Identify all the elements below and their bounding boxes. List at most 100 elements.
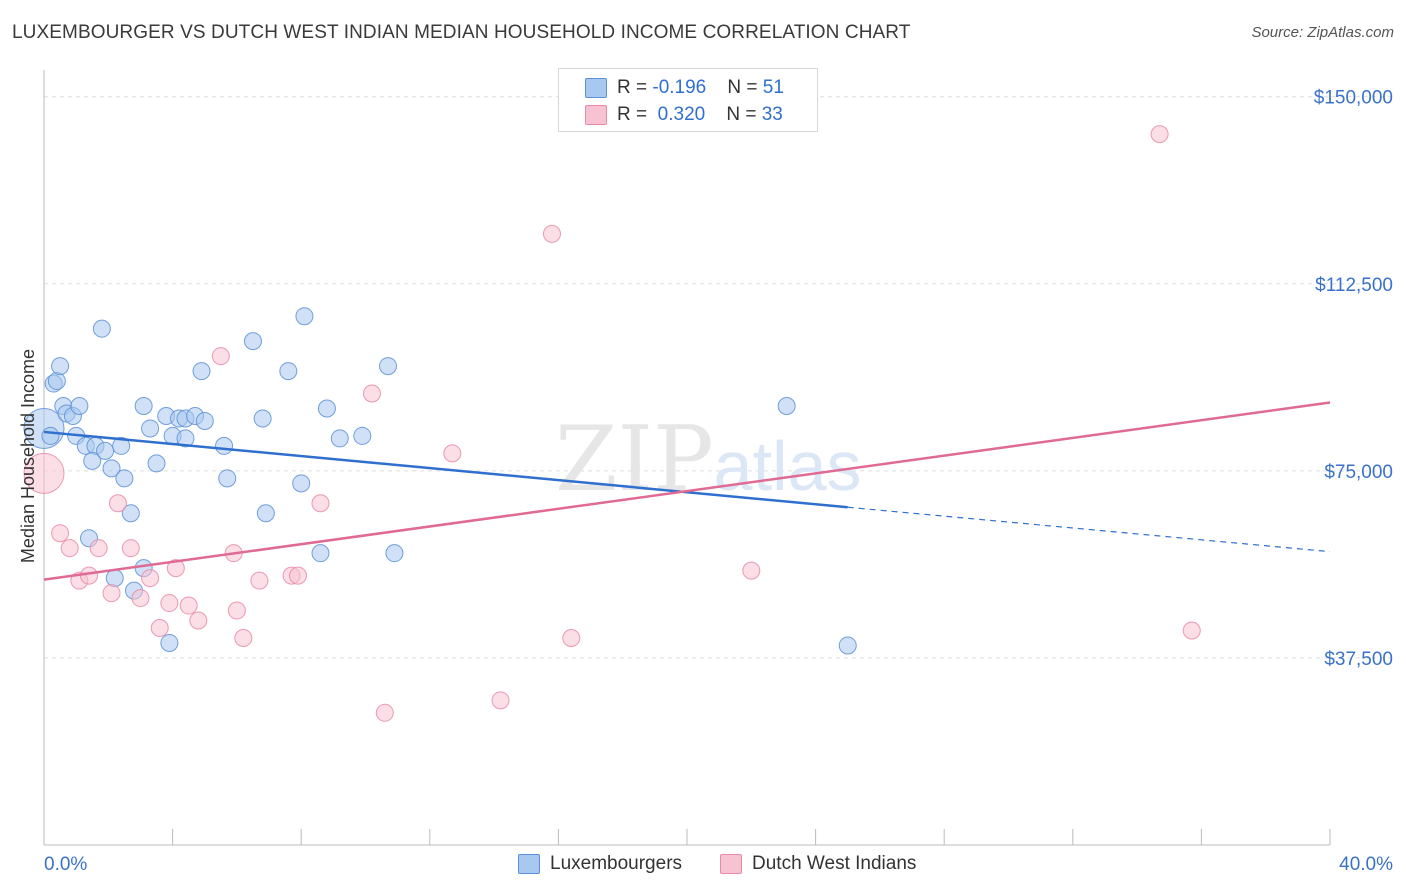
series-legend: Luxembourgers Dutch West Indians (0, 852, 1406, 878)
luxembourger-point (47, 372, 66, 391)
dutch-west-indian-point (141, 569, 160, 588)
dutch-west-indian-point (562, 628, 581, 647)
luxembourger-point (353, 426, 372, 445)
legend-swatch-pink (720, 854, 742, 874)
chart-title: LUXEMBOURGER VS DUTCH WEST INDIAN MEDIAN… (12, 22, 911, 43)
legend-swatch-blue (518, 854, 540, 874)
watermark-zip: ZIP (555, 407, 714, 512)
luxembourger-point (112, 436, 131, 455)
dutch-west-indian-point (131, 589, 150, 608)
y-tick-label: $75,000 (1324, 462, 1393, 483)
dutch-west-indian-point (1150, 125, 1169, 144)
luxembourger-point (176, 429, 195, 448)
luxembourger-point (218, 469, 237, 488)
r-label: R = (617, 104, 653, 125)
legend-swatch-blue (585, 78, 607, 98)
r-label: R = (617, 77, 653, 98)
luxembourger-trend-line (43, 430, 848, 509)
n-label: N = (727, 77, 763, 98)
luxembourger-point (838, 636, 857, 655)
luxembourger-point (51, 357, 70, 376)
luxembourger-point (330, 429, 349, 448)
dutch-west-indian-point (311, 494, 330, 513)
luxembourger-point (385, 544, 404, 563)
y-tick-label: $112,500 (1315, 275, 1393, 296)
dutch-west-indian-trend-line (43, 401, 1331, 581)
legend-label: Dutch West Indians (752, 853, 917, 874)
dutch-west-indian-point (160, 594, 179, 613)
dutch-west-indian-point (60, 539, 79, 558)
dutch-west-indian-point (150, 618, 169, 637)
luxembourger-point (317, 399, 336, 418)
watermark: ZIPatlas (555, 407, 862, 512)
dutch-west-indian-point (166, 559, 185, 578)
luxembourger-point (83, 451, 102, 470)
luxembourger-point (102, 459, 121, 478)
y-axis-label: Median Household Income (18, 349, 38, 563)
luxembourger-point (311, 544, 330, 563)
luxembourger-point (279, 362, 298, 381)
luxembourger-point (243, 332, 262, 351)
luxembourger-point (777, 397, 796, 416)
n-label: N = (726, 104, 762, 125)
luxembourger-point (192, 362, 211, 381)
dutch-west-indian-point (179, 596, 198, 615)
luxembourger-point (70, 397, 89, 416)
luxembourger-point (121, 504, 140, 523)
dutch-west-indian-point (443, 444, 462, 463)
dutch-west-indian-point (362, 384, 381, 403)
x-tick-label: 40.0% (1339, 854, 1393, 875)
dutch-west-indian-point (189, 611, 208, 630)
dutch-west-indian-point (80, 566, 99, 585)
stats-legend: R = -0.196 N = 51 R = 0.320 N = 33 (558, 68, 818, 132)
dutch-west-indian-point (227, 601, 246, 620)
luxembourger-point (160, 633, 179, 652)
luxembourger-point (96, 441, 115, 460)
y-tick-label: $37,500 (1324, 649, 1393, 670)
luxembourger-point (134, 397, 153, 416)
luxembourger-trend-extension (847, 506, 1331, 553)
luxembourger-point (141, 419, 160, 438)
dutch-west-indian-point (51, 524, 70, 543)
dutch-west-indian-point (542, 224, 561, 243)
luxembourger-point (379, 357, 398, 376)
dutch-west-indian-point (121, 539, 140, 558)
dutch-west-indian-point (102, 584, 121, 603)
dutch-west-indian-point (491, 691, 510, 710)
tick-labels: $37,500 $75,000 $112,500 $150,000 0.0% 40.0% (44, 88, 1393, 875)
luxembourger-point (41, 426, 60, 445)
dutch-west-indian-point (375, 703, 394, 722)
x-tick-label: 0.0% (44, 854, 87, 875)
luxembourger-point (195, 411, 214, 430)
dutch-west-indian-point (211, 347, 230, 366)
dutch-west-indian-point (89, 539, 108, 558)
luxembourger-point (105, 569, 124, 588)
luxembourger-point (295, 307, 314, 326)
dutch-west-indian-point (234, 628, 253, 647)
luxembourger-point (292, 474, 311, 493)
r-value: 0.320 (652, 104, 706, 125)
luxembourger-point (147, 454, 166, 473)
dutch-west-indian-point (1182, 621, 1201, 640)
y-tick-label: $150,000 (1314, 88, 1393, 109)
dutch-west-indian-point (288, 566, 307, 585)
grid-lines (44, 96, 1395, 659)
watermark-atlas: atlas (714, 427, 862, 505)
trend-lines (43, 401, 1331, 581)
luxembourger-point (253, 409, 272, 428)
luxembourger-point (256, 504, 275, 523)
dutch-west-indian-point (108, 494, 127, 513)
n-value: 51 (762, 77, 784, 98)
dutch-west-indian-point (742, 561, 761, 580)
legend-swatch-pink (585, 105, 607, 125)
luxembourger-point (215, 436, 234, 455)
luxembourger-point (92, 319, 111, 338)
n-value: 33 (761, 104, 783, 125)
source-credit: Source: ZipAtlas.com (1251, 24, 1394, 41)
luxembourger-point (115, 469, 134, 488)
legend-label: Luxembourgers (550, 853, 683, 874)
dutch-west-indian-point (23, 452, 65, 494)
r-value: -0.196 (652, 77, 707, 98)
dutch-west-indian-point (250, 571, 269, 590)
